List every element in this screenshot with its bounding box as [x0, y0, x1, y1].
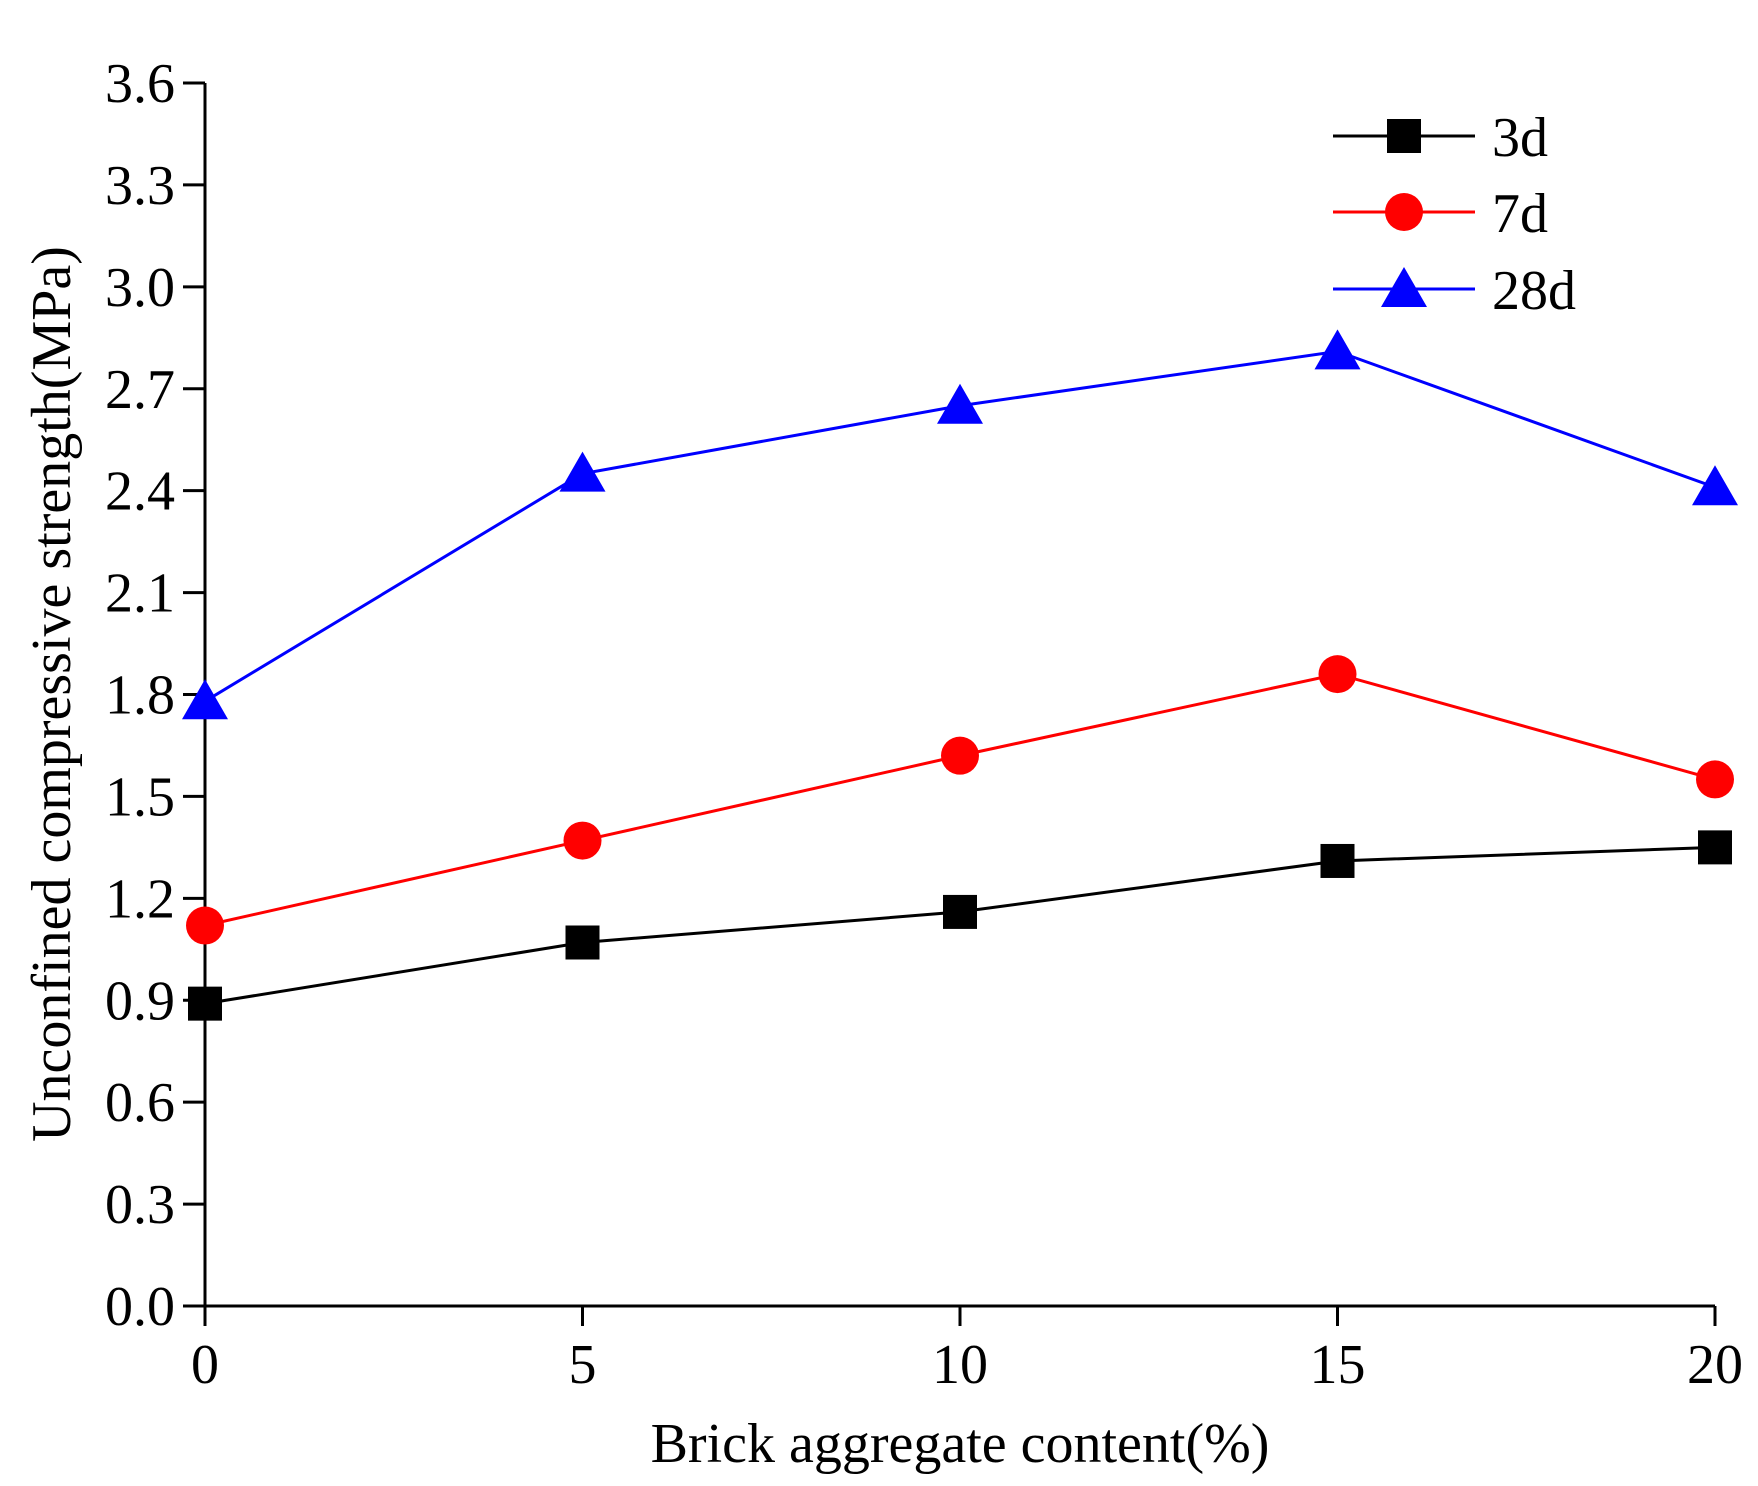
y-tick-label: 3.0 [105, 257, 175, 319]
legend-label: 7d [1492, 183, 1548, 245]
legend-item-28d: 28d [1333, 260, 1576, 322]
x-tick-label: 10 [932, 1334, 988, 1396]
legend-marker [1387, 119, 1421, 153]
series-28d [182, 329, 1738, 720]
y-tick-label: 3.6 [105, 53, 175, 115]
series-7d [186, 655, 1734, 945]
legend: 3d 7d 28d [1333, 107, 1576, 322]
data-point-7d [1318, 655, 1357, 694]
data-point-28d [559, 451, 606, 492]
y-tick-label: 0.3 [105, 1174, 175, 1236]
y-tick-label: 0.9 [105, 970, 175, 1032]
data-point-7d [563, 821, 602, 860]
y-axis-title: Unconfined compressive strength(MPa) [21, 246, 83, 1142]
y-tick-label: 0.0 [105, 1276, 175, 1338]
data-point-7d [1696, 760, 1734, 799]
y-tick-label: 0.6 [105, 1072, 175, 1134]
legend-marker [1381, 267, 1427, 307]
y-tick-label: 2.7 [105, 359, 175, 421]
x-tick-label: 20 [1687, 1334, 1743, 1396]
legend-item-3d: 3d [1333, 107, 1548, 169]
y-tick-label: 1.2 [105, 868, 175, 930]
y-tick-label: 2.1 [105, 563, 175, 625]
data-point-28d [182, 679, 228, 720]
data-point-28d [937, 383, 983, 424]
y-tick-label: 2.4 [105, 461, 175, 523]
data-point-3d [188, 986, 222, 1021]
x-tick-label: 15 [1310, 1334, 1366, 1396]
y-tick-label: 1.5 [105, 766, 175, 828]
legend-marker [1385, 193, 1423, 231]
x-tick-label: 0 [191, 1334, 219, 1396]
series-layer [182, 329, 1738, 1021]
legend-item-7d: 7d [1333, 183, 1548, 245]
series-3d [188, 830, 1732, 1021]
legend-label: 28d [1492, 260, 1576, 322]
axes: 0.0 0.3 0.6 0.9 1.2 1.5 1.8 2.1 2.4 2.7 3.0 3.3 3.6 0… [105, 53, 1743, 1396]
data-point-28d [1314, 329, 1361, 370]
data-point-3d [943, 894, 977, 929]
y-tick-label: 3.3 [105, 155, 175, 217]
data-point-7d [941, 736, 979, 775]
y-tick-label: 1.8 [105, 665, 175, 727]
data-point-28d [1692, 465, 1738, 506]
data-point-3d [565, 925, 600, 960]
x-tick-label: 5 [569, 1334, 597, 1396]
legend-label: 3d [1492, 107, 1548, 169]
data-point-3d [1320, 843, 1355, 878]
data-point-3d [1698, 830, 1732, 865]
x-axis-title: Brick aggregate content(%) [651, 1413, 1270, 1475]
data-point-7d [186, 906, 224, 945]
